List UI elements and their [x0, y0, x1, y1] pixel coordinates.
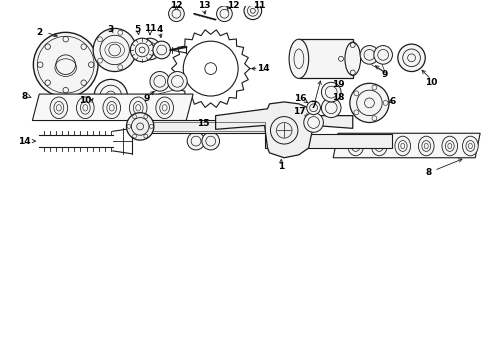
- Circle shape: [304, 113, 323, 132]
- Circle shape: [169, 6, 184, 22]
- Circle shape: [360, 46, 379, 64]
- Circle shape: [126, 113, 154, 140]
- Text: 8: 8: [425, 168, 431, 177]
- Circle shape: [139, 38, 161, 60]
- Circle shape: [398, 44, 425, 72]
- Ellipse shape: [348, 136, 364, 156]
- Text: 8: 8: [22, 91, 27, 100]
- Circle shape: [244, 2, 262, 19]
- Text: 15: 15: [196, 119, 209, 128]
- Text: 4: 4: [157, 25, 163, 34]
- Text: 18: 18: [332, 93, 344, 102]
- Ellipse shape: [50, 97, 68, 118]
- Text: 3: 3: [108, 25, 114, 34]
- Ellipse shape: [442, 136, 458, 156]
- Text: 10: 10: [425, 78, 438, 87]
- Circle shape: [130, 38, 154, 62]
- Circle shape: [168, 72, 187, 91]
- Circle shape: [150, 72, 170, 91]
- Bar: [299, 39, 353, 78]
- Bar: [137, 122, 265, 131]
- Ellipse shape: [395, 136, 411, 156]
- Circle shape: [93, 28, 136, 72]
- Circle shape: [321, 98, 341, 118]
- Polygon shape: [216, 102, 353, 158]
- Text: 10: 10: [79, 96, 92, 105]
- Text: 17: 17: [293, 107, 305, 116]
- Circle shape: [94, 79, 127, 113]
- Circle shape: [33, 32, 98, 97]
- Text: 11: 11: [144, 24, 156, 33]
- Text: 12: 12: [170, 1, 183, 10]
- Text: 14: 14: [18, 136, 31, 145]
- Circle shape: [307, 101, 320, 114]
- Text: 1: 1: [278, 162, 284, 171]
- Ellipse shape: [463, 136, 478, 156]
- Ellipse shape: [76, 97, 94, 118]
- Ellipse shape: [156, 97, 173, 118]
- Ellipse shape: [129, 97, 147, 118]
- Ellipse shape: [289, 39, 309, 78]
- Polygon shape: [333, 133, 480, 158]
- Circle shape: [202, 132, 220, 150]
- Text: 19: 19: [332, 80, 344, 89]
- Circle shape: [217, 6, 232, 22]
- Text: 7: 7: [310, 101, 317, 110]
- Bar: [265, 134, 392, 148]
- Text: 6: 6: [390, 98, 396, 107]
- Bar: [137, 120, 265, 133]
- Ellipse shape: [345, 42, 361, 76]
- Circle shape: [374, 46, 392, 64]
- Polygon shape: [32, 94, 193, 121]
- Text: 12: 12: [227, 1, 240, 10]
- Ellipse shape: [418, 136, 434, 156]
- Text: 2: 2: [36, 28, 42, 37]
- Text: 9: 9: [144, 94, 150, 103]
- Text: 16: 16: [294, 94, 306, 103]
- Circle shape: [187, 132, 205, 150]
- Ellipse shape: [371, 136, 387, 156]
- Text: 11: 11: [253, 1, 266, 10]
- Text: 13: 13: [197, 1, 210, 10]
- Text: 5: 5: [134, 25, 140, 34]
- Ellipse shape: [103, 97, 121, 118]
- Text: 14: 14: [257, 64, 270, 73]
- Text: 9: 9: [382, 70, 388, 79]
- Circle shape: [153, 41, 171, 59]
- Circle shape: [350, 83, 389, 122]
- Circle shape: [321, 82, 341, 102]
